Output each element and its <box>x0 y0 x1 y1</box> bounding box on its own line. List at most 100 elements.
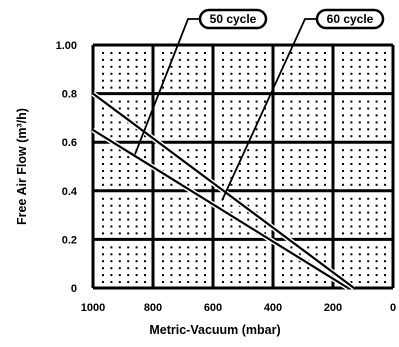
grid-dot <box>170 197 173 200</box>
grid-dot <box>110 197 113 200</box>
grid-dot <box>170 225 173 228</box>
grid-dot <box>162 281 164 283</box>
grid-dot <box>135 204 138 207</box>
grid-dot <box>127 260 130 263</box>
x-tick-label: 400 <box>264 302 282 314</box>
grid-dot <box>384 58 386 61</box>
grid-dot <box>264 197 266 200</box>
x-axis-title: Metric-Vacuum (mbar) <box>149 323 280 337</box>
grid-dot <box>204 211 206 214</box>
grid-dot <box>298 79 301 82</box>
grid-dot <box>358 253 361 256</box>
grid-dot <box>282 135 284 138</box>
grid-dot <box>375 197 378 200</box>
grid-dot <box>315 197 318 200</box>
grid-dot <box>178 86 181 89</box>
grid-dot <box>350 170 353 172</box>
grid-dot <box>282 204 284 207</box>
grid-dot <box>247 176 250 179</box>
grid-dot <box>170 128 173 131</box>
grid-dot <box>144 149 146 152</box>
grid-dot <box>178 72 181 75</box>
grid-dot <box>187 52 190 54</box>
grid-dot <box>230 218 233 221</box>
grid-dot <box>204 86 206 89</box>
grid-dot <box>110 135 113 138</box>
grid-dot <box>298 170 301 172</box>
grid-dot <box>298 128 301 131</box>
grid-dot <box>187 65 190 68</box>
grid-dot <box>307 218 310 221</box>
grid-dot <box>135 65 138 68</box>
grid-dot <box>264 225 266 228</box>
grid-dot <box>375 149 378 152</box>
grid-dot <box>367 260 370 263</box>
grid-dot <box>342 58 344 61</box>
grid-dot <box>118 149 121 152</box>
grid-dot <box>204 128 206 131</box>
grid-cell <box>342 52 386 89</box>
grid-dot <box>102 260 104 263</box>
grid-dot <box>247 52 250 54</box>
grid-dot <box>255 163 258 165</box>
grid-dot <box>187 267 190 270</box>
grid-dot <box>127 204 130 207</box>
grid-dot <box>170 72 173 75</box>
grid-dot <box>298 114 301 117</box>
grid-dot <box>238 232 241 235</box>
grid-dot <box>162 86 164 89</box>
grid-dot <box>162 232 164 235</box>
grid-dot <box>230 281 233 283</box>
grid-dot <box>342 86 344 89</box>
grid-dot <box>375 121 378 124</box>
grid-dot <box>384 281 386 283</box>
grid-dot <box>375 72 378 75</box>
grid-dot <box>222 121 224 124</box>
grid-dot <box>255 156 258 159</box>
grid-dot <box>144 267 146 270</box>
grid-dot <box>375 211 378 214</box>
grid-dot <box>118 260 121 263</box>
grid-dot <box>298 156 301 159</box>
grid-dot <box>102 163 104 165</box>
grid-dot <box>135 197 138 200</box>
grid-dot <box>384 156 386 159</box>
grid-dot <box>178 246 181 249</box>
grid-dot <box>315 149 318 152</box>
grid-dot <box>102 72 104 75</box>
grid-dot <box>307 211 310 214</box>
grid-dot <box>187 204 190 207</box>
grid-dot <box>118 204 121 207</box>
grid-dot <box>102 79 104 82</box>
grid-dot <box>375 218 378 221</box>
grid-dot <box>110 274 113 277</box>
grid-dot <box>195 232 198 235</box>
grid-dot <box>247 79 250 82</box>
grid-dot <box>255 100 258 103</box>
grid-dot <box>367 58 370 61</box>
grid-dot <box>170 253 173 256</box>
grid-dot <box>264 52 266 54</box>
grid-dot <box>367 183 370 186</box>
grid-dot <box>135 86 138 89</box>
grid-dot <box>135 232 138 235</box>
grid-dot <box>298 253 301 256</box>
grid-dot <box>187 232 190 235</box>
grid-dot <box>282 218 284 221</box>
grid-dot <box>367 211 370 214</box>
grid-dot <box>127 267 130 270</box>
grid-dot <box>162 267 164 270</box>
grid-dot <box>342 128 344 131</box>
grid-dot <box>255 183 258 186</box>
grid-dot <box>375 135 378 138</box>
grid-dot <box>187 274 190 277</box>
grid-dot <box>358 204 361 207</box>
grid-dot <box>367 114 370 117</box>
grid-dot <box>298 176 301 179</box>
grid-dot <box>222 107 224 110</box>
grid-dot <box>162 274 164 277</box>
grid-dot <box>178 176 181 179</box>
grid-dot <box>367 204 370 207</box>
grid-dot <box>324 281 326 283</box>
grid-dot <box>264 253 266 256</box>
